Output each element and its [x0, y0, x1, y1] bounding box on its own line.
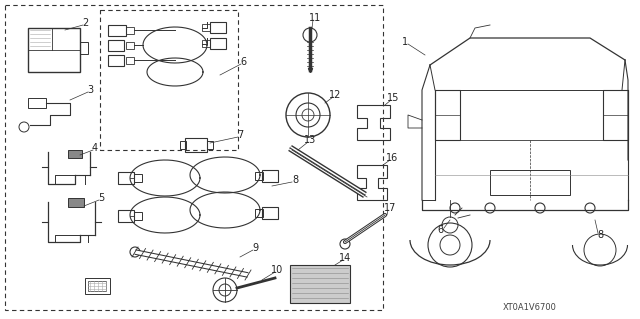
Bar — [210, 38, 226, 49]
Text: 8: 8 — [597, 230, 603, 240]
Bar — [85, 278, 110, 294]
Bar — [180, 141, 186, 149]
Text: 5: 5 — [98, 193, 104, 203]
Bar — [134, 212, 142, 220]
Text: 10: 10 — [271, 265, 283, 275]
Bar — [80, 42, 88, 54]
Bar — [108, 40, 124, 51]
Bar — [202, 40, 210, 47]
Text: 14: 14 — [339, 253, 351, 263]
Bar — [68, 198, 84, 207]
Text: 17: 17 — [384, 203, 396, 213]
Bar — [490, 170, 570, 195]
Bar — [202, 24, 210, 31]
Bar — [126, 57, 134, 64]
Text: 11: 11 — [309, 13, 321, 23]
Bar — [126, 42, 134, 49]
Bar — [88, 281, 106, 291]
Text: 13: 13 — [304, 135, 316, 145]
Bar — [108, 55, 124, 66]
Text: 6: 6 — [437, 225, 443, 235]
Bar — [603, 90, 628, 140]
Bar — [118, 172, 134, 184]
Bar — [108, 25, 126, 36]
Text: 3: 3 — [87, 85, 93, 95]
Bar — [435, 90, 460, 140]
Text: 1: 1 — [402, 37, 408, 47]
Text: 16: 16 — [386, 153, 398, 163]
Bar — [210, 22, 226, 33]
Bar — [28, 28, 80, 72]
Bar — [100, 10, 238, 150]
Text: 15: 15 — [387, 93, 399, 103]
Text: 2: 2 — [82, 18, 88, 28]
Bar — [28, 98, 46, 108]
Bar — [255, 172, 263, 180]
Bar — [185, 138, 207, 152]
Bar — [134, 174, 142, 182]
Text: 12: 12 — [329, 90, 341, 100]
Bar — [48, 152, 90, 184]
Bar — [262, 207, 278, 219]
Text: 6: 6 — [240, 57, 246, 67]
Bar — [5, 5, 383, 310]
Bar — [262, 170, 278, 182]
Text: 4: 4 — [92, 143, 98, 153]
Text: 7: 7 — [237, 130, 243, 140]
Text: XT0A1V6700: XT0A1V6700 — [503, 303, 557, 313]
Bar — [290, 265, 350, 303]
Bar — [68, 150, 82, 158]
Bar — [118, 210, 134, 222]
Bar — [255, 209, 263, 217]
Text: 8: 8 — [292, 175, 298, 185]
Bar — [207, 141, 213, 149]
Text: 9: 9 — [252, 243, 258, 253]
Bar — [126, 27, 134, 34]
